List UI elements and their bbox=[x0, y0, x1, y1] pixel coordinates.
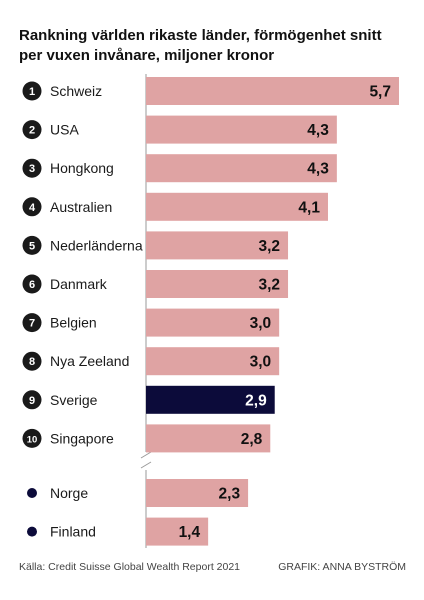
rank-badge-r7 bbox=[22, 313, 42, 333]
bar-r10 bbox=[146, 424, 271, 453]
rank-number-r5: 5 bbox=[29, 240, 35, 252]
bullet-dot-o2 bbox=[27, 526, 37, 537]
country-label-r1: Schweiz bbox=[50, 83, 102, 99]
rank-badge-r10 bbox=[22, 428, 42, 448]
bar-r8 bbox=[146, 347, 280, 376]
rank-badge-r6 bbox=[22, 274, 42, 294]
bar-value-label-o1: 2,3 bbox=[219, 486, 241, 503]
rank-badge-r8 bbox=[22, 351, 42, 371]
country-label-r5: Nederländerna bbox=[50, 237, 143, 253]
country-label-r8: Nya Zeeland bbox=[50, 353, 129, 369]
bar-value-label-r7: 3,0 bbox=[250, 315, 272, 332]
country-label-r7: Belgien bbox=[50, 315, 97, 331]
bar-value-label-r1: 5,7 bbox=[369, 84, 391, 101]
rank-number-r10: 10 bbox=[27, 434, 38, 445]
credit-note: GRAFIK: ANNA BYSTRÖM bbox=[278, 561, 406, 573]
rank-badge-r9 bbox=[22, 390, 42, 410]
rank-number-r9: 9 bbox=[29, 395, 35, 407]
bar-value-label-r5: 3,2 bbox=[258, 238, 280, 255]
bar-value-label-r2: 4,3 bbox=[307, 122, 329, 139]
bar-r6 bbox=[146, 270, 289, 298]
country-label-r10: Singapore bbox=[50, 430, 114, 446]
rank-badge-r3 bbox=[22, 158, 42, 178]
bar-value-label-r6: 3,2 bbox=[258, 277, 280, 294]
rank-number-r2: 2 bbox=[29, 125, 35, 137]
rank-badge-r2 bbox=[22, 120, 42, 140]
country-label-o2: Finland bbox=[50, 524, 96, 540]
country-label-r6: Danmark bbox=[50, 276, 108, 292]
country-label-r4: Australien bbox=[50, 199, 112, 215]
bar-value-label-r8: 3,0 bbox=[250, 354, 272, 371]
bar-r9 bbox=[146, 385, 275, 414]
country-label-r9: Sverige bbox=[50, 392, 98, 408]
rank-number-r6: 6 bbox=[29, 279, 35, 291]
bar-r7 bbox=[146, 308, 280, 337]
rank-number-r4: 4 bbox=[29, 202, 36, 214]
bar-r2 bbox=[146, 115, 337, 144]
rank-number-r8: 8 bbox=[29, 356, 35, 368]
rank-badge-r1 bbox=[22, 81, 42, 101]
source-note: Källa: Credit Suisse Global Wealth Repor… bbox=[19, 561, 241, 573]
axis-break-mark-top bbox=[140, 451, 152, 459]
bar-value-label-r4: 4,1 bbox=[298, 199, 320, 216]
bar-o1 bbox=[146, 479, 249, 507]
bar-value-label-r10: 2,8 bbox=[241, 431, 263, 448]
country-label-r3: Hongkong bbox=[50, 160, 114, 176]
bar-value-label-r9: 2,9 bbox=[245, 392, 267, 409]
bullet-dot-o1 bbox=[27, 488, 37, 498]
rank-badge-r4 bbox=[22, 197, 42, 217]
chart-title: Rankning världen rikaste länder, förmöge… bbox=[19, 27, 382, 64]
axis-break-mark-bottom bbox=[140, 461, 152, 469]
bar-r5 bbox=[146, 231, 289, 260]
country-label-r2: USA bbox=[50, 122, 79, 138]
rank-badge-r5 bbox=[22, 235, 42, 255]
bar-r4 bbox=[146, 192, 328, 221]
bar-value-label-o2: 1,4 bbox=[179, 524, 201, 541]
rank-number-r1: 1 bbox=[29, 86, 35, 98]
rank-number-r7: 7 bbox=[29, 318, 35, 330]
bar-o2 bbox=[146, 517, 209, 546]
rank-number-r3: 3 bbox=[29, 163, 35, 175]
bar-value-label-r3: 4,3 bbox=[307, 161, 329, 178]
bar-r3 bbox=[146, 154, 337, 183]
bar-r1 bbox=[146, 77, 399, 105]
country-label-o1: Norge bbox=[50, 485, 88, 501]
